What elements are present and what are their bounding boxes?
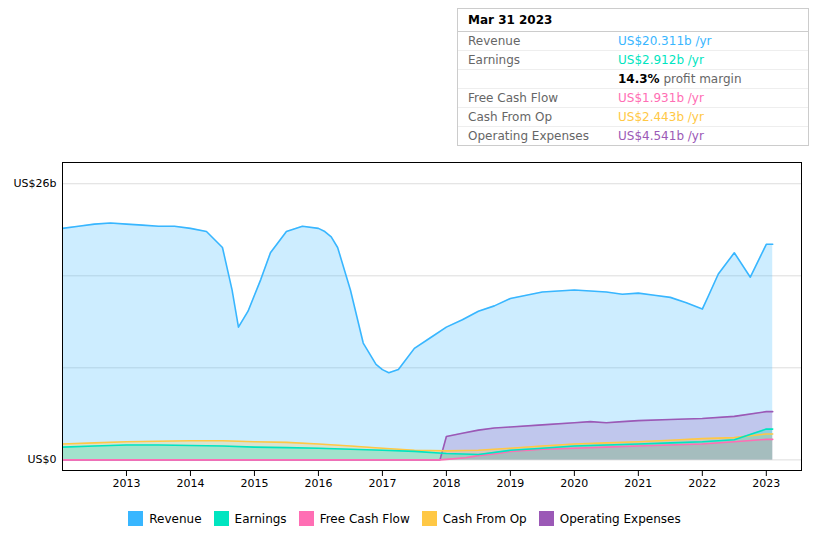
html-text:Operating Expenses: Operating Expenses — [559, 511, 681, 526]
svg-text:2014: 2014 — [176, 477, 204, 490]
html-text:US$20.311b /yr: US$20.311b /yr — [618, 34, 712, 48]
html-text:Free Cash Flow: Free Cash Flow — [468, 91, 559, 105]
svg-text:2019: 2019 — [496, 477, 524, 490]
html-text:Cash From Op: Cash From Op — [442, 511, 527, 526]
svg-text:2020: 2020 — [560, 477, 588, 490]
html-text:Mar 31 2023: Mar 31 2023 — [468, 13, 553, 27]
svg-text:2018: 2018 — [432, 477, 460, 490]
html-text:US$1.931b /yr: US$1.931b /yr — [618, 91, 704, 105]
svg-text:2013: 2013 — [112, 477, 140, 490]
svg-text:2016: 2016 — [304, 477, 332, 490]
html-text:US$2.912b /yr: US$2.912b /yr — [618, 53, 704, 67]
html-text:Cash From Op: Cash From Op — [468, 110, 552, 124]
html-text:14.3% profit margin: 14.3% profit margin — [618, 72, 742, 86]
html-text:Revenue: Revenue — [468, 34, 521, 48]
svg-text:2023: 2023 — [752, 477, 780, 490]
svg-text:2022: 2022 — [688, 477, 716, 490]
html-text:Earnings: Earnings — [234, 511, 287, 526]
html-text:US$4.541b /yr: US$4.541b /yr — [618, 129, 704, 143]
svg-text:US$0: US$0 — [27, 453, 56, 466]
svg-text:2021: 2021 — [624, 477, 652, 490]
html-text:Revenue: Revenue — [149, 511, 202, 526]
svg-text:US$26b: US$26b — [13, 177, 56, 190]
html-text:Operating Expenses: Operating Expenses — [468, 129, 589, 143]
svg-text:2017: 2017 — [368, 477, 396, 490]
svg-text:2015: 2015 — [240, 477, 268, 490]
html-text:Free Cash Flow: Free Cash Flow — [319, 511, 410, 526]
html-text:Earnings: Earnings — [468, 53, 521, 67]
html-text:US$2.443b /yr: US$2.443b /yr — [618, 110, 704, 124]
